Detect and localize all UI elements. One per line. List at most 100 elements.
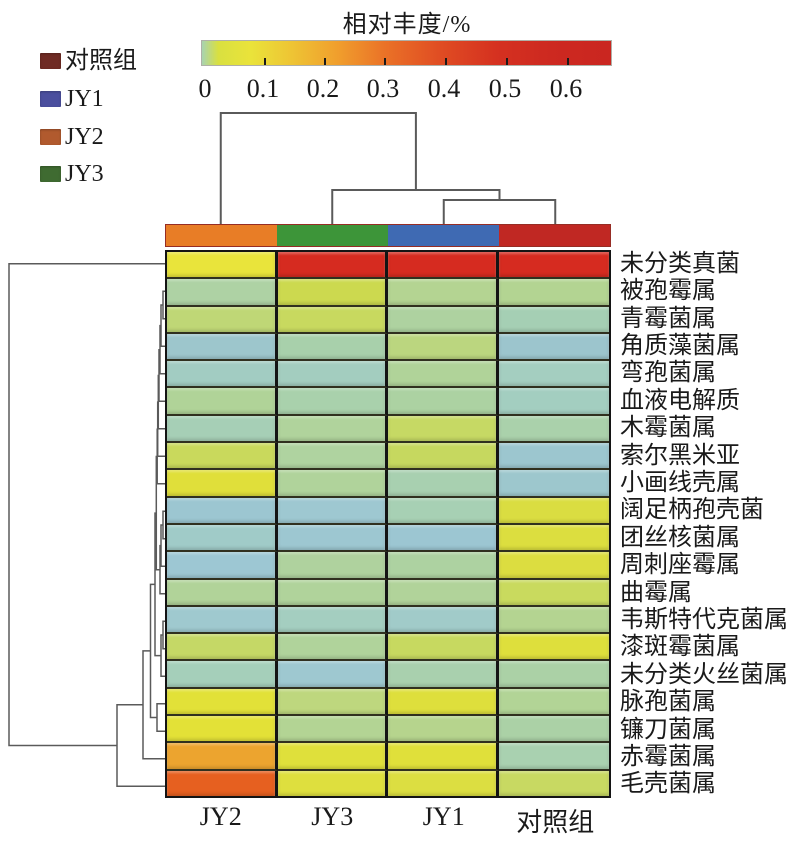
heatmap-cell	[498, 661, 609, 689]
heatmap-cell	[388, 361, 499, 389]
heatmap-cell	[167, 579, 278, 607]
heatmap-cell	[277, 552, 388, 580]
legend-label: JY2	[65, 124, 104, 150]
column-label: 对照组	[516, 808, 595, 837]
heatmap-cell	[277, 388, 388, 416]
row-label: 未分类火丝菌属	[620, 661, 788, 688]
heatmap-cell	[167, 552, 278, 580]
heatmap-cell	[277, 606, 388, 635]
heatmap-cell	[388, 552, 499, 580]
row-label: 被孢霉属	[620, 278, 716, 305]
legend-label: JY1	[65, 86, 104, 112]
heatmap-cell	[277, 333, 388, 362]
heatmap-cell	[167, 606, 278, 635]
legend-item: JY3	[40, 161, 104, 187]
heatmap-cell	[498, 361, 609, 389]
heatmap-cell	[167, 252, 278, 280]
heatmap-cell	[498, 579, 609, 607]
colorbar-tick-label: 0.5	[488, 74, 522, 103]
heatmap-cell	[388, 279, 499, 307]
heatmap-cell	[388, 770, 499, 796]
colorbar-tick-label: 0.4	[427, 74, 461, 103]
row-label: 阔足柄孢壳菌	[620, 497, 764, 524]
colorbar	[201, 40, 612, 66]
colorbar-tick-mark	[445, 58, 447, 65]
heatmap-cell	[498, 524, 609, 553]
heatmap-cell	[388, 634, 499, 662]
colorbar-tick-label: 0.1	[246, 74, 280, 103]
row-label: 曲霉属	[620, 579, 692, 606]
heatmap-cell	[277, 252, 388, 280]
heatmap-cell	[388, 524, 499, 553]
heatmap-cell	[388, 333, 499, 362]
heatmap-cell	[498, 606, 609, 635]
heatmap-cell	[498, 443, 609, 471]
row-label: 镰刀菌属	[620, 716, 716, 743]
heatmap-cell	[277, 497, 388, 525]
heatmap-cell	[388, 743, 499, 771]
row-label: 小画线壳属	[620, 469, 740, 496]
heatmap-cell	[277, 743, 388, 771]
legend-swatch	[40, 53, 61, 69]
heatmap-cell	[498, 252, 609, 280]
heatmap-cell	[167, 634, 278, 662]
row-label: 赤霉菌属	[620, 743, 716, 770]
row-dendrogram	[8, 263, 165, 787]
column-label: JY2	[199, 802, 242, 831]
row-label: 周刺座霉属	[620, 552, 740, 579]
row-label: 角质藻菌属	[620, 332, 740, 359]
row-label: 团丝核菌属	[620, 524, 740, 551]
legend-swatch	[40, 166, 61, 182]
heatmap-cell	[498, 716, 609, 744]
heatmap-cell	[277, 361, 388, 389]
heatmap	[165, 250, 611, 798]
colorbar-tick-mark	[506, 58, 508, 65]
heatmap-cell	[498, 306, 609, 334]
heatmap-cell	[388, 470, 499, 498]
row-label: 未分类真菌	[620, 250, 740, 277]
colorbar-tick-label: 0.2	[306, 74, 340, 103]
heatmap-cell	[277, 770, 388, 796]
colorbar-tick-mark	[324, 58, 326, 65]
heatmap-cell	[498, 552, 609, 580]
heatmap-cell	[388, 388, 499, 416]
heatmap-cell	[167, 333, 278, 362]
row-label: 索尔黑米亚	[620, 442, 740, 469]
heatmap-cell	[498, 279, 609, 307]
row-label: 韦斯特代克菌属	[620, 606, 788, 633]
heatmap-cell	[498, 470, 609, 498]
heatmap-cell	[388, 606, 499, 635]
colorbar-tick-mark	[567, 58, 569, 65]
heatmap-cell	[498, 497, 609, 525]
column-label: JY3	[311, 802, 354, 831]
group-strip	[165, 224, 611, 247]
heatmap-cell	[277, 443, 388, 471]
heatmap-cell	[277, 716, 388, 744]
heatmap-cell	[498, 388, 609, 416]
heatmap-cell	[167, 443, 278, 471]
heatmap-cell	[277, 470, 388, 498]
row-label: 脉孢菌属	[620, 689, 716, 716]
heatmap-cell	[277, 661, 388, 689]
heatmap-cell	[277, 279, 388, 307]
heatmap-cell	[277, 688, 388, 717]
colorbar-title: 相对丰度/%	[342, 12, 472, 38]
legend-item: JY2	[40, 124, 104, 150]
colorbar-tick-label: 0	[198, 74, 212, 103]
heatmap-cell	[498, 688, 609, 717]
heatmap-cell	[277, 306, 388, 334]
heatmap-cell	[498, 634, 609, 662]
heatmap-cell	[277, 524, 388, 553]
colorbar-tick-label: 0.6	[549, 74, 583, 103]
row-label: 青霉菌属	[620, 305, 716, 332]
strip-segment-对照组	[499, 225, 610, 246]
strip-segment-JY2	[166, 225, 277, 246]
heatmap-cell	[498, 770, 609, 796]
row-label: 漆斑霉菌属	[620, 634, 740, 661]
heatmap-cell	[277, 415, 388, 444]
heatmap-cell	[498, 743, 609, 771]
heatmap-cell	[388, 688, 499, 717]
heatmap-cell	[388, 252, 499, 280]
heatmap-cell	[167, 524, 278, 553]
